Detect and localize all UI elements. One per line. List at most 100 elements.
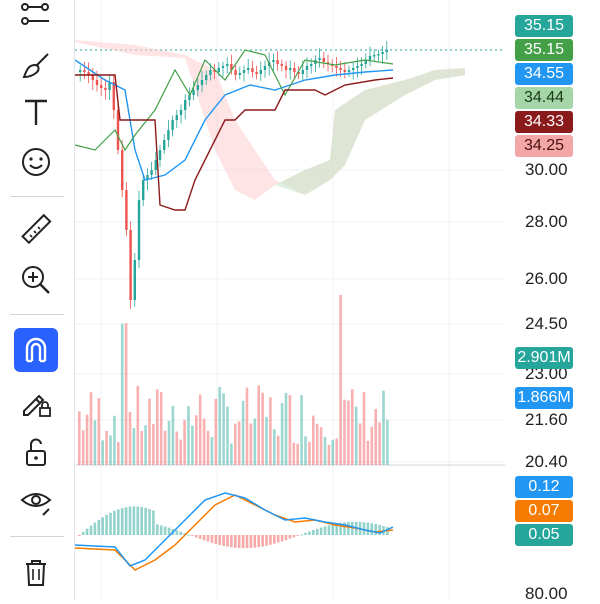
candle-body (356, 66, 359, 68)
volume-bar (351, 389, 354, 465)
indicator-value-badge: 34.33 (515, 111, 573, 133)
volume-bar (257, 385, 260, 465)
candle-body (297, 72, 300, 74)
text-tool[interactable] (14, 90, 58, 134)
price-tick: 21.60 (525, 410, 568, 429)
unlock-icon (26, 438, 46, 466)
macd-histogram-bar (93, 522, 97, 535)
volume-bar (187, 406, 190, 465)
ruler-tool[interactable] (14, 208, 58, 252)
volume-bar (296, 443, 299, 465)
candle-body (158, 150, 162, 160)
volume-bar (276, 435, 280, 465)
volume-bar (89, 392, 93, 465)
candle-body (364, 60, 367, 64)
price-scale[interactable]: 30.00 28.00 26.00 24.50 23.00 21.60 20.4… (505, 0, 600, 603)
candle-body (100, 85, 103, 88)
macd-histogram-bar (245, 535, 249, 549)
candle-body (259, 70, 262, 74)
volume-bars (78, 295, 389, 465)
ruler-icon (21, 213, 52, 245)
macd-histogram-bar (300, 534, 303, 536)
emoji-tool[interactable] (14, 140, 58, 184)
price-chart-canvas[interactable] (75, 0, 505, 600)
candle-body (280, 64, 283, 66)
macd-histogram-bar (89, 525, 93, 535)
candle-body (163, 140, 166, 150)
volume-bar (210, 437, 214, 465)
candle-body (116, 110, 120, 150)
lagging-span-line (75, 49, 394, 152)
trend-line-tool[interactable] (14, 0, 58, 38)
volume-bar (156, 389, 159, 465)
volume-bar (97, 398, 101, 465)
volume-bar (269, 397, 272, 465)
macd-histogram-bar (124, 507, 128, 535)
volume-bar (183, 420, 186, 465)
candle-body (242, 70, 246, 73)
macd-histogram-bar (312, 530, 315, 535)
volume-bar (171, 405, 175, 465)
macd-histogram-bar (218, 535, 221, 545)
candle-body (129, 230, 132, 300)
volume-bar (374, 408, 377, 465)
brush-tool[interactable] (14, 44, 58, 88)
delete-drawings-tool[interactable] (14, 550, 58, 594)
candle-body (318, 58, 321, 60)
macd-histogram-bar (183, 533, 186, 535)
volume-bar (245, 387, 249, 465)
macd-histogram-bar (315, 528, 319, 535)
unlock-tool[interactable] (14, 430, 58, 474)
volume-bar (226, 406, 229, 465)
volume-bar (191, 425, 194, 465)
magnet-tool[interactable] (14, 328, 58, 372)
volume-bar (241, 400, 245, 465)
volume-bar (362, 392, 366, 465)
macd-histogram-bar (230, 535, 233, 548)
candle-body (301, 70, 304, 74)
volume-bar (81, 430, 85, 465)
volume-bar (265, 416, 268, 465)
candle-body (125, 190, 128, 230)
macd-histogram-bar (304, 532, 307, 535)
toolbar-divider (10, 196, 64, 197)
macd-histogram-bar (85, 528, 89, 535)
volume-bar (280, 403, 284, 465)
macd-histogram-bar (97, 519, 101, 535)
candle-body (200, 80, 204, 85)
volume-bar (284, 392, 288, 465)
volume-bar (347, 400, 350, 465)
macd-histogram-bar (132, 506, 136, 535)
macd-histogram-bar (128, 506, 132, 535)
volume-bar (300, 395, 303, 465)
volume-bar (222, 393, 225, 465)
candle-body (87, 72, 90, 75)
lock-drawing-tool[interactable] (14, 380, 58, 424)
candle-body (167, 130, 170, 140)
indicator-value-badge: 34.25 (515, 135, 573, 157)
volume-bar (308, 441, 311, 465)
macd-histogram-bar (152, 510, 155, 535)
candle-body (347, 70, 351, 72)
macd-histogram-bar (265, 535, 268, 546)
candle-body (226, 64, 229, 66)
candle-body (171, 120, 174, 130)
candle-body (377, 54, 380, 56)
macd-histogram-bar (261, 535, 264, 547)
indicator-value-badge: 35.15 (515, 39, 573, 61)
hide-drawings-tool[interactable] (14, 480, 58, 524)
macd-histogram-bar (276, 535, 280, 543)
macd-histogram-bar (179, 531, 182, 535)
zoom-in-tool[interactable] (14, 258, 58, 302)
macd-histogram-bar (327, 525, 331, 535)
macd-histogram-bar (347, 522, 350, 535)
macd-histogram-bar (273, 535, 276, 544)
volume-bar (378, 422, 381, 465)
macd-histogram-bar (81, 531, 85, 535)
volume-bar (273, 429, 276, 465)
candle-body (368, 56, 372, 60)
volume-bar (366, 440, 370, 465)
macd-histogram-bar (136, 506, 140, 535)
candle-body (91, 75, 94, 80)
macd-histogram-bar (175, 530, 179, 535)
